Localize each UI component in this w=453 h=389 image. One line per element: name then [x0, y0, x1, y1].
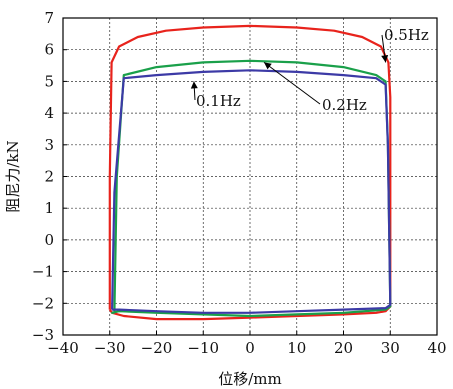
annotation-arrowhead	[190, 81, 198, 89]
y-tick-label: 1	[44, 199, 54, 217]
y-tick-label: 2	[44, 168, 54, 186]
y-axis-label: 阻尼力/kN	[4, 140, 22, 212]
x-tick-label: 20	[334, 339, 353, 357]
x-tick-label: −30	[94, 339, 126, 357]
x-tick-label: 40	[427, 339, 446, 357]
x-tick-label: 0	[245, 339, 255, 357]
x-tick-label: −40	[47, 339, 79, 357]
x-tick-label: 30	[381, 339, 400, 357]
annotation-label: 0.5Hz	[384, 26, 429, 44]
x-tick-label: −20	[141, 339, 173, 357]
series-layer	[108, 24, 392, 321]
annotation-arrowhead	[381, 54, 389, 63]
series-line-0_1Hz	[111, 69, 392, 314]
grid	[63, 18, 437, 335]
y-tick-label: 3	[44, 136, 54, 154]
y-tick-label: −3	[32, 326, 54, 344]
x-tick-label: 10	[287, 339, 306, 357]
y-tick-label: −2	[32, 294, 54, 312]
y-tick-label: −1	[32, 263, 54, 281]
annotation-arrowhead	[264, 62, 272, 70]
annotations: 0.5Hz 0.1Hz 0.2Hz	[190, 26, 429, 114]
y-tick-label: 6	[44, 41, 54, 59]
annotation-label: 0.2Hz	[322, 96, 367, 114]
annotation-label: 0.1Hz	[196, 92, 241, 110]
series-line-0_5Hz	[108, 24, 392, 321]
annotation-arrow	[263, 61, 321, 105]
y-tick-label: 5	[44, 72, 54, 90]
x-axis-label: 位移/mm	[218, 370, 282, 388]
y-tick-label: 0	[44, 231, 54, 249]
x-tick-label: −10	[187, 339, 219, 357]
y-tick-label: 4	[44, 104, 54, 122]
y-tick-label: 7	[44, 9, 54, 27]
